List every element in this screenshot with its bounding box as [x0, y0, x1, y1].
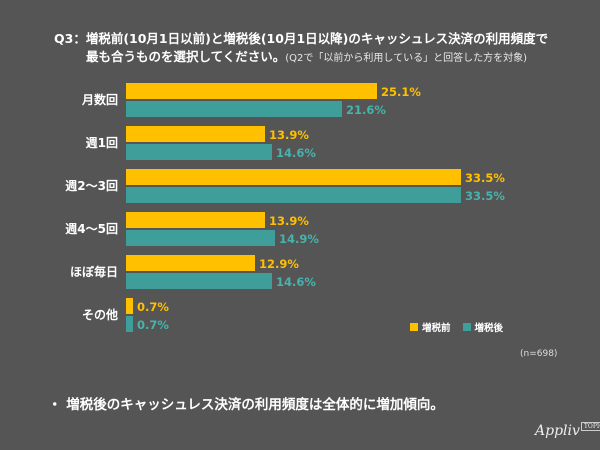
category-label: 週1回: [86, 135, 118, 150]
bar-after: [126, 316, 133, 332]
legend-swatch-after: [462, 323, 471, 331]
value-label: 14.9%: [279, 232, 319, 246]
bar-before: [126, 255, 255, 271]
value-label: 0.7%: [137, 318, 169, 332]
value-label: 25.1%: [381, 85, 421, 99]
logo-text: Appliv: [535, 423, 580, 439]
value-label: 14.6%: [276, 275, 316, 289]
logo-badge: TOPICS: [580, 422, 600, 431]
legend-label-after: 増税後: [474, 323, 504, 334]
value-label: 33.5%: [465, 171, 505, 185]
applivtopics-logo: ApplivTOPICS: [535, 422, 600, 439]
legend-swatch-before: [410, 323, 418, 331]
bar-after: [126, 101, 342, 117]
title-note: (Q2で「以前から利用している」と回答した方を対象): [285, 53, 528, 64]
value-label: 33.5%: [465, 189, 505, 203]
legend: 増税前 増税後: [410, 320, 503, 334]
value-label: 21.6%: [346, 103, 386, 117]
category-label: その他: [82, 307, 118, 322]
category-label: 月数回: [81, 92, 118, 107]
category-label: ほぼ毎日: [70, 264, 118, 279]
category-label: 週2～3回: [65, 178, 118, 193]
chart-title-line2: 最も合うものを選択してください。(Q2で「以前から利用している」と回答した方を対…: [86, 46, 527, 65]
bar-after: [126, 187, 461, 203]
category-label: 週4～5回: [65, 221, 118, 236]
title-question: 最も合うものを選択してください。: [86, 49, 286, 64]
bar-before: [126, 83, 377, 99]
value-label: 0.7%: [137, 300, 169, 314]
bar-after: [126, 144, 272, 160]
value-label: 12.9%: [259, 257, 299, 271]
value-label: 13.9%: [269, 214, 309, 228]
summary-bullet: ・ 増税後のキャッシュレス決済の利用頻度は全体的に増加傾向。: [48, 397, 444, 413]
sample-size: (n=698): [520, 349, 558, 359]
value-label: 14.6%: [276, 146, 316, 160]
bar-before: [126, 212, 265, 228]
value-label: 13.9%: [269, 128, 309, 142]
chart-title-line1: Q3：増税前(10月1日以前)と増税後(10月1日以降)のキャッシュレス決済の利…: [54, 31, 549, 46]
bar-after: [126, 230, 275, 246]
bar-before: [126, 126, 265, 142]
bar-before: [126, 169, 461, 185]
bar-after: [126, 273, 272, 289]
bar-before: [126, 298, 133, 314]
legend-label-before: 増税前: [422, 323, 451, 334]
